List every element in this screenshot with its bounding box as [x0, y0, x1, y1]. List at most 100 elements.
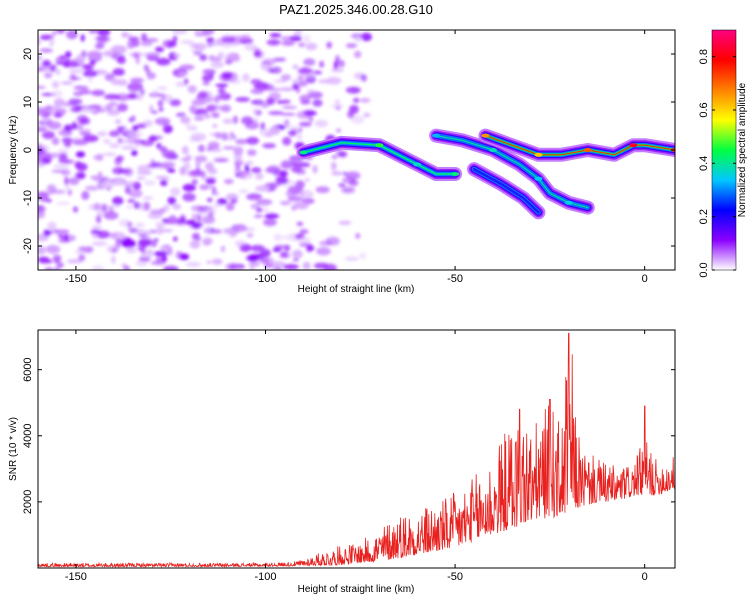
noise-blob [305, 75, 317, 84]
noise-blob [140, 140, 154, 147]
noise-blob [268, 111, 284, 115]
noise-blob [123, 265, 130, 270]
spectrogram-x-axis: -150 -100 -50 0 [65, 30, 648, 285]
noise-blob [134, 222, 145, 228]
noise-blob [214, 132, 224, 139]
x-tick-label: -50 [447, 571, 463, 583]
noise-blob [227, 135, 234, 141]
noise-blob [167, 196, 177, 205]
noise-blob [338, 220, 352, 225]
noise-blob [255, 173, 264, 180]
noise-blob [63, 233, 69, 242]
noise-blob [68, 177, 80, 186]
noise-blob [141, 246, 146, 256]
noise-blob [304, 177, 310, 182]
noise-blob [291, 165, 303, 173]
noise-blob [67, 189, 72, 196]
noise-blob [78, 125, 84, 133]
noise-blob [137, 202, 150, 211]
noise-blob [175, 251, 184, 260]
noise-blob [300, 99, 311, 105]
noise-blob [262, 58, 276, 66]
x-tick-label: -50 [447, 273, 463, 285]
x-tick-label: -150 [65, 273, 87, 285]
noise-blob [301, 73, 317, 77]
noise-blob [231, 75, 239, 81]
noise-blob [51, 137, 60, 145]
noise-blob [196, 214, 202, 223]
noise-blob [217, 87, 226, 94]
noise-blob [297, 236, 311, 244]
noise-blob [76, 162, 88, 172]
noise-blob [241, 116, 254, 125]
noise-blob [359, 98, 371, 103]
noise-blob [335, 55, 340, 63]
noise-blob [359, 252, 367, 259]
noise-blob [354, 50, 362, 59]
noise-blob [186, 219, 196, 226]
noise-blob [72, 86, 88, 90]
noise-blob [106, 108, 120, 116]
y-tick-label: 20 [22, 48, 34, 60]
noise-blob [193, 116, 205, 121]
noise-blob [52, 254, 62, 263]
noise-blob [217, 201, 228, 205]
noise-blob [99, 34, 110, 43]
noise-blob [280, 87, 294, 92]
noise-blob [68, 68, 84, 74]
colorbar-tick-label: 0.8 [698, 49, 710, 64]
noise-blob [140, 41, 153, 46]
noise-blob [172, 34, 178, 43]
noise-blob [106, 245, 119, 253]
noise-blob [82, 134, 99, 143]
noise-blob [256, 248, 264, 253]
noise-blob [113, 180, 125, 184]
noise-blob [140, 38, 149, 42]
y-tick-label: -20 [22, 238, 34, 254]
noise-blob [128, 189, 143, 198]
noise-blob [270, 87, 283, 92]
noise-blob [88, 30, 99, 34]
noise-blob [212, 186, 217, 196]
noise-blob [71, 121, 77, 130]
noise-blob [136, 176, 146, 180]
spectrogram-x-label: Height of straight line (km) [298, 284, 415, 295]
noise-blob [150, 260, 166, 266]
noise-blob [90, 230, 102, 234]
noise-blob [238, 172, 254, 180]
noise-blob [182, 192, 196, 202]
noise-blob [121, 30, 128, 38]
noise-blob [319, 60, 325, 68]
noise-blob [189, 239, 201, 249]
noise-blob [205, 177, 216, 185]
noise-blob [229, 229, 237, 238]
noise-blob [127, 92, 137, 100]
noise-blob [264, 213, 280, 219]
noise-blob [138, 238, 151, 247]
noise-blob [297, 68, 314, 75]
noise-blob [82, 63, 95, 71]
noise-blob [202, 237, 213, 245]
noise-blob [342, 176, 356, 184]
noise-blob [304, 111, 317, 116]
noise-blob [205, 162, 214, 171]
noise-blob [296, 221, 304, 226]
noise-blob [191, 179, 198, 185]
noise-blob [105, 204, 121, 209]
colorbar-tick-label: 0.0 [698, 262, 710, 277]
noise-blob [103, 138, 111, 145]
noise-blob [281, 105, 297, 110]
noise-blob [235, 162, 241, 171]
noise-blob [266, 39, 281, 46]
noise-blob [38, 256, 50, 263]
noise-blob [66, 31, 76, 38]
noise-blob [280, 160, 293, 170]
noise-blob [262, 143, 276, 149]
noise-blob [43, 229, 51, 237]
noise-blob [97, 131, 108, 137]
noise-blob [46, 184, 57, 193]
noise-blob [212, 123, 218, 128]
noise-blob [98, 108, 106, 113]
noise-blob [157, 99, 164, 108]
noise-blob [306, 248, 313, 253]
